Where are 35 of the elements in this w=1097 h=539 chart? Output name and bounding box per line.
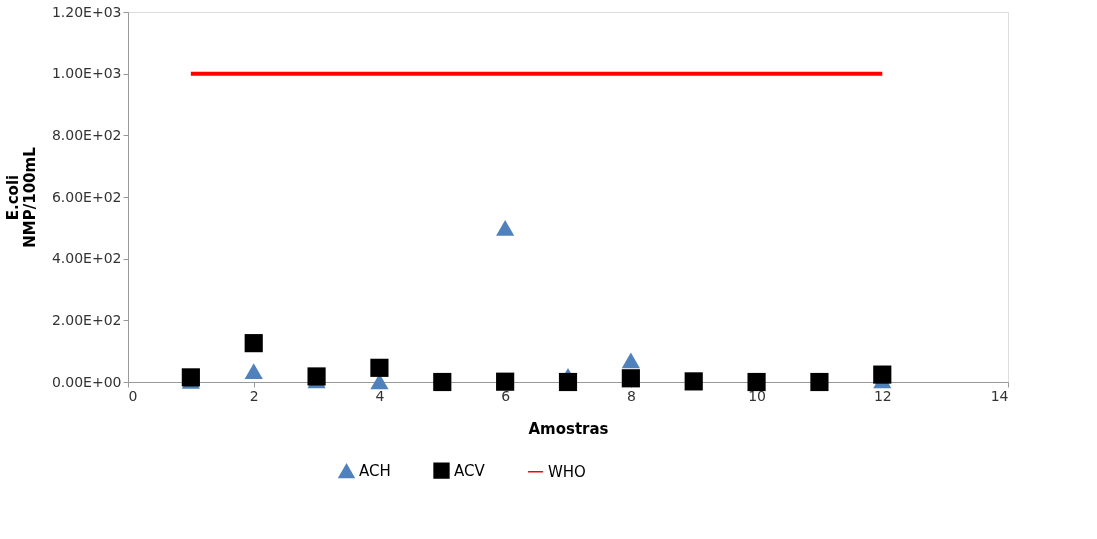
x-tick-label: 6 bbox=[501, 387, 511, 404]
x-axis-title: Amostras bbox=[528, 419, 609, 438]
y-tick-label: 1.20E+03 bbox=[51, 3, 122, 20]
x-tick-label: 4 bbox=[375, 387, 385, 404]
point bbox=[684, 372, 703, 391]
point bbox=[244, 363, 263, 380]
point bbox=[558, 372, 578, 392]
point bbox=[496, 372, 515, 391]
point bbox=[307, 367, 326, 386]
legend-label: WHO bbox=[548, 462, 586, 481]
y-tick-label: 1.00E+03 bbox=[51, 65, 122, 82]
point bbox=[496, 219, 515, 236]
point bbox=[244, 334, 263, 353]
y-axis-title: E.coli NMP/100mL bbox=[3, 146, 39, 248]
x-tick-label: 8 bbox=[626, 387, 636, 404]
point bbox=[433, 372, 452, 392]
x-tick-label: 14 bbox=[990, 387, 1009, 404]
y-tick-label: 4.00E+02 bbox=[51, 250, 122, 267]
point bbox=[621, 369, 640, 388]
point bbox=[621, 352, 640, 369]
x-tick-label: 2 bbox=[249, 387, 259, 404]
point bbox=[181, 368, 200, 387]
y-tick-label: 8.00E+02 bbox=[51, 126, 122, 143]
y-tick-label: 2.00E+02 bbox=[51, 311, 122, 328]
legend-label: ACH bbox=[359, 462, 391, 481]
point bbox=[873, 365, 892, 384]
x-tick-label: 10 bbox=[748, 387, 766, 404]
x-tick-label: 0 bbox=[128, 387, 138, 404]
y-tick-label: 0.00E+00 bbox=[51, 373, 122, 390]
legend-label: ACV bbox=[454, 461, 486, 480]
point bbox=[810, 372, 829, 392]
point bbox=[370, 358, 389, 377]
y-tick-label: 6.00E+02 bbox=[51, 188, 122, 205]
x-tick-label: 12 bbox=[873, 387, 892, 404]
point bbox=[747, 372, 766, 392]
